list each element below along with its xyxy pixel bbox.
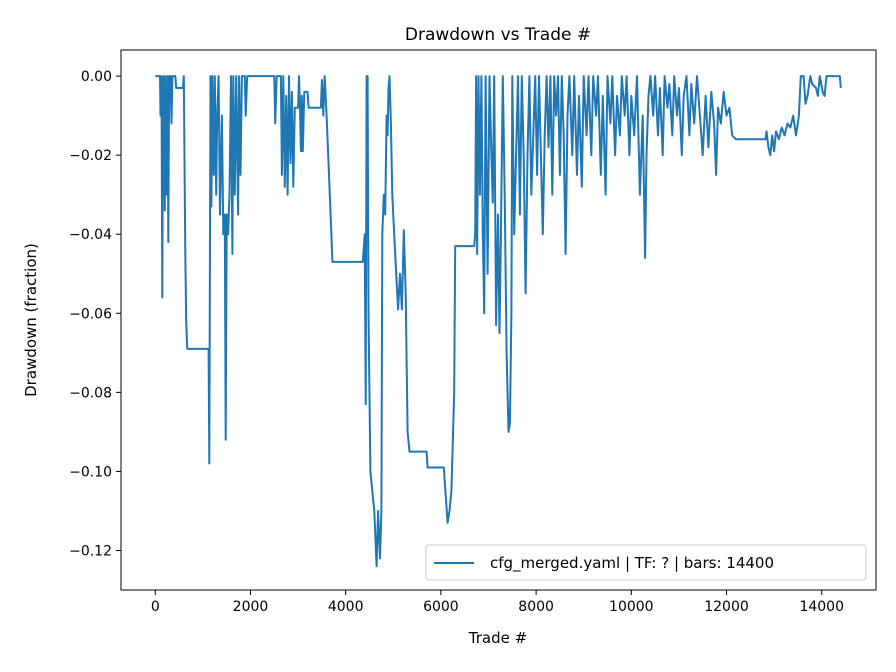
x-tick-label: 4000 bbox=[328, 599, 364, 615]
plot-frame bbox=[120, 49, 877, 591]
y-tick-label: −0.06 bbox=[69, 306, 112, 322]
series-line-0 bbox=[155, 75, 842, 568]
y-axis: 0.00 −0.02 −0.04 −0.06 −0.08 −0.10 −0.12 bbox=[69, 69, 121, 559]
plot-area bbox=[155, 75, 842, 568]
x-tick-label: 2000 bbox=[233, 599, 269, 615]
chart-title: Drawdown vs Trade # bbox=[405, 25, 591, 45]
x-tick-label: 0 bbox=[151, 599, 160, 615]
x-tick-label: 8000 bbox=[518, 599, 554, 615]
y-tick-label: −0.04 bbox=[69, 227, 112, 243]
x-tick-label: 14000 bbox=[799, 599, 844, 615]
y-axis-label: Drawdown (fraction) bbox=[22, 243, 40, 397]
legend: cfg_merged.yaml | TF: ? | bars: 14400 bbox=[425, 544, 867, 581]
x-axis-label: Trade # bbox=[468, 629, 527, 647]
y-tick-label: −0.08 bbox=[69, 385, 112, 401]
x-tick-label: 12000 bbox=[704, 599, 749, 615]
x-tick-label: 6000 bbox=[423, 599, 459, 615]
y-tick-label: −0.12 bbox=[69, 543, 112, 559]
x-tick-label: 10000 bbox=[609, 599, 654, 615]
y-tick-label: −0.02 bbox=[69, 148, 112, 164]
x-axis: 0 2000 4000 6000 8000 10000 12000 14000 bbox=[151, 590, 844, 615]
y-tick-label: 0.00 bbox=[81, 69, 112, 85]
y-tick-label: −0.10 bbox=[69, 464, 112, 480]
legend-box bbox=[425, 544, 867, 581]
legend-label: cfg_merged.yaml | TF: ? | bars: 14400 bbox=[490, 554, 774, 573]
